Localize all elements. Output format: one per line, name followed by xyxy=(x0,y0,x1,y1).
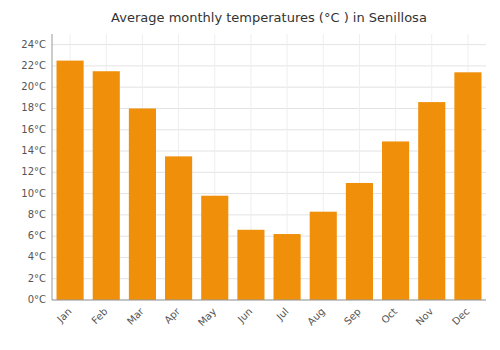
bar xyxy=(201,196,228,300)
bar xyxy=(454,72,481,300)
y-tick-label: 10°C xyxy=(21,188,46,199)
bar xyxy=(129,108,156,300)
y-tick-label: 6°C xyxy=(28,230,46,241)
bar xyxy=(382,141,409,300)
bar xyxy=(310,212,337,300)
grid-line-y xyxy=(52,300,486,301)
y-tick-label: 12°C xyxy=(21,166,46,177)
bar xyxy=(418,102,445,300)
bar xyxy=(237,230,264,300)
bar xyxy=(165,156,192,300)
x-tick-label: Jan xyxy=(54,306,73,325)
y-tick-label: 24°C xyxy=(21,39,46,50)
y-tick-label: 8°C xyxy=(28,209,46,220)
y-tick-label: 14°C xyxy=(21,145,46,156)
y-tick-label: 0°C xyxy=(28,294,46,305)
x-tick-label: Apr xyxy=(162,305,183,326)
y-tick-label: 18°C xyxy=(21,102,46,113)
x-tick-label: Dec xyxy=(450,306,471,327)
background xyxy=(0,0,500,350)
y-tick-label: 22°C xyxy=(21,60,46,71)
bar xyxy=(346,183,373,300)
y-axis-line xyxy=(52,34,53,300)
x-tick-label: Mar xyxy=(125,305,147,327)
y-tick-label: 2°C xyxy=(28,273,46,284)
y-tick-label: 4°C xyxy=(28,251,46,262)
x-tick-label: Oct xyxy=(379,306,399,326)
x-tick-label: Nov xyxy=(414,306,436,328)
grid xyxy=(52,34,486,300)
bar xyxy=(274,234,301,300)
x-tick-label: May xyxy=(196,306,218,328)
x-tick-label: Jun xyxy=(235,306,255,326)
y-tick-label: 20°C xyxy=(21,81,46,92)
y-tick-label: 16°C xyxy=(21,124,46,135)
x-tick-label: Jul xyxy=(274,306,291,323)
title: Average monthly temperatures (°C ) in Se… xyxy=(111,10,427,25)
bar xyxy=(93,71,120,300)
chart-container: 0°C 2°C 4°C 6°C 8°C 10°C 12°C 14°C 16°C 18°C 20°C 2… xyxy=(0,0,500,350)
axes: 0°C 2°C 4°C 6°C 8°C 10°C 12°C 14°C 16°C 18°C 20°C 2… xyxy=(21,34,486,328)
grid-line-y xyxy=(52,44,486,45)
bars xyxy=(57,61,482,300)
grid-line-y xyxy=(52,65,486,66)
x-tick-label: Feb xyxy=(89,306,109,326)
chart-svg: 0°C 2°C 4°C 6°C 8°C 10°C 12°C 14°C 16°C 18°C 20°C 2… xyxy=(0,0,500,350)
x-tick-label: Aug xyxy=(305,306,327,328)
x-axis-line xyxy=(52,300,486,301)
x-tick-label: Sep xyxy=(342,306,363,327)
bar xyxy=(57,61,84,300)
